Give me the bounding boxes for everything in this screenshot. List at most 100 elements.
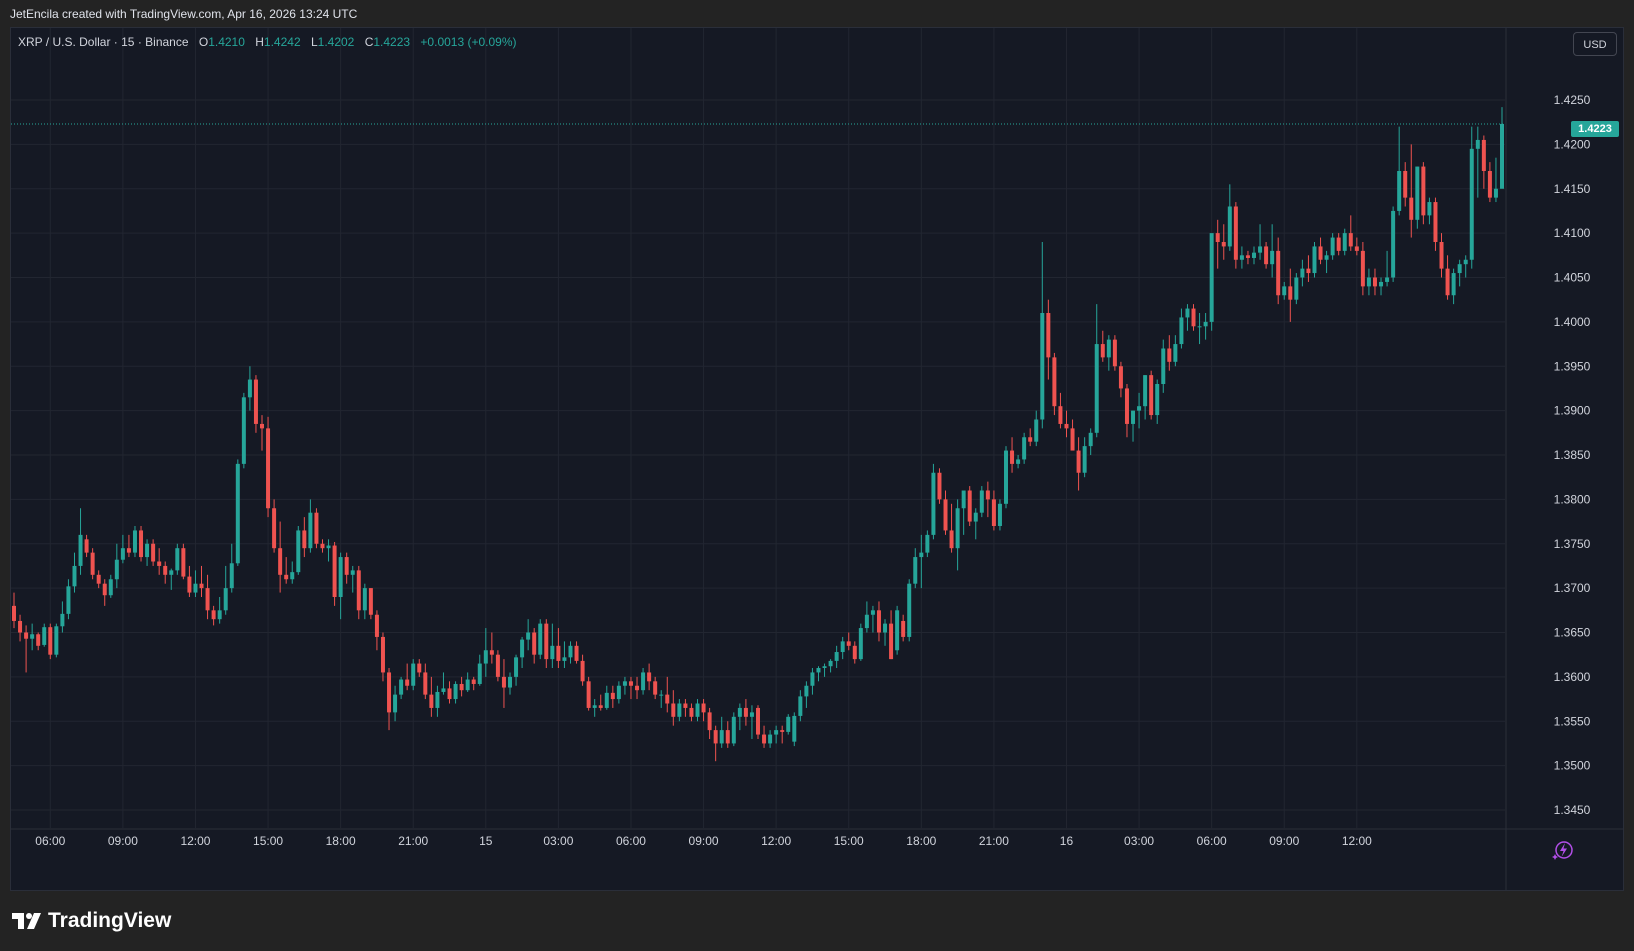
price-tick-label: 1.3550	[1554, 714, 1591, 728]
candle-body	[60, 613, 65, 627]
candle	[864, 601, 869, 633]
candle-body	[1112, 339, 1117, 367]
candle-body	[48, 627, 53, 655]
price-tick-label: 1.4250	[1554, 93, 1591, 107]
candle-body	[786, 716, 791, 732]
candle	[695, 699, 700, 722]
candle-body	[157, 561, 162, 566]
candle-body	[1197, 326, 1202, 328]
candle	[483, 628, 488, 677]
candle-body	[1318, 246, 1323, 260]
candle-body	[78, 534, 83, 566]
price-tick-label: 1.3750	[1554, 537, 1591, 551]
candle-body	[380, 636, 385, 673]
candle	[1500, 107, 1504, 189]
lightning-icon[interactable]	[1551, 839, 1573, 861]
candle	[411, 659, 416, 691]
close-label: C	[364, 35, 374, 49]
candle	[423, 663, 428, 700]
candle	[30, 623, 35, 651]
candle	[102, 579, 107, 606]
candle-body	[163, 565, 168, 575]
candle-body	[501, 676, 506, 688]
candle-body	[30, 634, 35, 639]
candle	[441, 672, 446, 695]
candle-body	[876, 610, 881, 633]
candle-body	[1330, 237, 1335, 256]
candle	[1016, 455, 1021, 469]
candle-body	[562, 657, 567, 661]
candle-body	[647, 672, 652, 682]
candle-body	[483, 650, 488, 664]
candle	[622, 676, 627, 695]
candle	[677, 699, 682, 722]
candle	[1058, 392, 1063, 429]
chart-credit: JetEncila created with TradingView.com, …	[10, 7, 358, 21]
candle-body	[641, 672, 646, 691]
candle-body	[114, 559, 119, 580]
candle	[544, 619, 549, 668]
candle-body	[1161, 348, 1166, 384]
candle-body	[725, 730, 730, 744]
currency-button[interactable]: USD	[1573, 32, 1617, 56]
candle-body	[1312, 246, 1317, 274]
candle-body	[1004, 450, 1008, 504]
candle	[616, 681, 621, 704]
candle-body	[54, 626, 59, 655]
candle	[713, 725, 718, 762]
candle-body	[18, 620, 23, 633]
candle-body	[66, 586, 71, 614]
candle	[18, 614, 23, 642]
candle	[54, 623, 59, 658]
low-label: L	[310, 35, 318, 49]
candle-body	[108, 579, 113, 596]
candle-body	[1016, 459, 1021, 464]
time-tick-label: 09:00	[108, 834, 138, 848]
candle	[241, 392, 246, 469]
chart-panel[interactable]	[10, 27, 1624, 891]
candle-body	[828, 660, 833, 667]
candle	[1252, 246, 1256, 265]
candle-body	[132, 530, 137, 553]
candle	[169, 568, 174, 590]
candle-body	[883, 623, 888, 633]
candle	[501, 659, 506, 708]
candle-body	[1451, 273, 1456, 296]
candle	[598, 694, 603, 711]
candle	[1385, 250, 1390, 287]
candle-body	[780, 730, 785, 732]
candle	[846, 632, 851, 651]
candle-body	[1366, 277, 1371, 287]
candle	[1403, 162, 1408, 207]
price-tick-label: 1.3900	[1554, 404, 1591, 418]
candle-body	[1143, 375, 1148, 407]
candle-body	[665, 694, 670, 704]
candle	[943, 490, 948, 535]
candle-body	[374, 614, 379, 637]
price-tick-label: 1.4200	[1554, 137, 1591, 151]
candle	[272, 499, 277, 553]
candle	[60, 601, 65, 633]
price-tick-label: 1.3850	[1554, 448, 1591, 462]
candle-body	[967, 490, 972, 522]
high-label: H	[255, 35, 264, 49]
candle	[731, 712, 736, 747]
candle-body	[338, 557, 343, 597]
candle-body	[296, 530, 301, 573]
candle-body	[1409, 197, 1414, 220]
candle-body	[1010, 450, 1015, 464]
candle	[538, 619, 543, 660]
candle	[1082, 437, 1087, 478]
tradingview-logo[interactable]: TradingView	[12, 909, 171, 933]
candle	[719, 716, 724, 748]
candle	[689, 703, 694, 722]
candle	[1360, 242, 1365, 296]
candle-body	[145, 543, 150, 558]
candle-body	[846, 641, 851, 646]
price-tick-label: 1.4050	[1554, 271, 1591, 285]
low-value: 1.4202	[317, 35, 355, 49]
candle	[1052, 352, 1057, 416]
symbol-label[interactable]: XRP / U.S. Dollar · 15 · Binance	[18, 35, 189, 49]
candle-body	[749, 712, 754, 717]
